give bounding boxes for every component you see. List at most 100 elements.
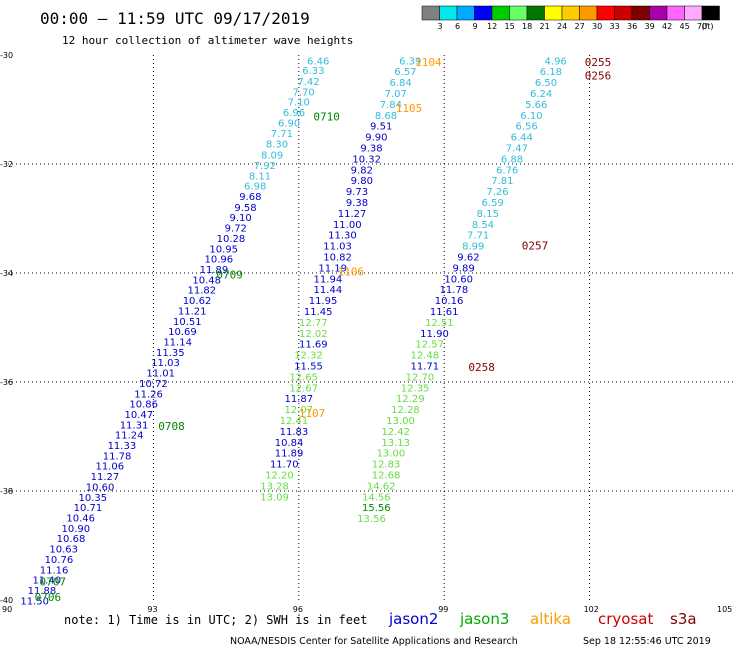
- swh-value-label: 11.06: [95, 462, 124, 473]
- swh-value-label: 10.84: [275, 438, 304, 449]
- colorbar-label: 36: [627, 22, 637, 31]
- time-label: 0256: [585, 70, 612, 83]
- swh-value-label: 13.28: [260, 481, 289, 492]
- swh-value-label: 13.00: [386, 416, 415, 427]
- swh-value-label: 9.38: [360, 143, 382, 154]
- swh-value-label: 11.27: [91, 472, 120, 483]
- swh-value-label: 11.87: [284, 394, 313, 405]
- colorbar-label: 27: [575, 22, 585, 31]
- time-label: 0257: [522, 240, 549, 253]
- swh-value-label: 12.68: [372, 470, 401, 481]
- footer-credit: NOAA/NESDIS Center for Satellite Applica…: [230, 636, 518, 647]
- swh-value-label: 11.50: [20, 596, 49, 607]
- swh-value-label: 11.70: [270, 460, 299, 471]
- swh-value-label: 11.89: [275, 449, 304, 460]
- swh-value-label: 8.30: [266, 140, 288, 151]
- swh-value-label: 11.71: [410, 361, 439, 372]
- grid: [8, 55, 735, 600]
- swh-value-label: 14.56: [362, 492, 391, 503]
- swh-value-label: 11.40: [32, 576, 61, 587]
- y-tick-label: -36: [0, 378, 13, 387]
- x-tick-label: 99: [438, 605, 448, 614]
- swh-value-label: 11.01: [146, 369, 175, 380]
- x-tick-label: 96: [293, 605, 303, 614]
- legend-entry: jason3: [459, 610, 509, 628]
- swh-value-label: 10.96: [205, 255, 234, 266]
- colorbar-label: 9: [473, 22, 478, 31]
- swh-value-label: 10.76: [45, 555, 74, 566]
- x-tick-label: 90: [2, 605, 12, 614]
- time-label: 0707: [40, 575, 67, 588]
- colorbar-swatch: [579, 5, 598, 21]
- swh-value-label: 12.28: [391, 405, 420, 416]
- swh-value-label: 10.47: [125, 410, 154, 421]
- swh-value-label: 6.90: [278, 118, 300, 129]
- x-tick-label: 105: [717, 605, 732, 614]
- swh-value-label: 9.68: [239, 192, 261, 203]
- colorbar-unit: (ft): [702, 22, 714, 31]
- swh-value-label: 10.32: [352, 154, 381, 165]
- swh-value-label: 12.77: [299, 318, 328, 329]
- swh-value-label: 7.07: [385, 89, 407, 100]
- swh-value-label: 9.82: [351, 165, 373, 176]
- swh-value-label: 8.68: [375, 111, 397, 122]
- swh-value-label: 6.24: [530, 89, 552, 100]
- swh-value-label: 10.69: [168, 327, 197, 338]
- swh-value-label: 11.33: [108, 441, 137, 452]
- swh-value-label: 10.63: [49, 545, 78, 556]
- colorbar-swatch: [544, 5, 563, 21]
- swh-value-label: 11.24: [115, 431, 144, 442]
- swh-value-label: 6.76: [496, 165, 518, 176]
- y-tick-label: -32: [0, 160, 13, 169]
- swh-value-label: 14.62: [367, 481, 396, 492]
- legend: jason2 jason3 altika cryosat s3a: [388, 610, 697, 628]
- colorbar-swatch: [666, 5, 685, 21]
- swh-value-label: 9.72: [225, 224, 247, 235]
- colorbar-label: 45: [680, 22, 690, 31]
- swh-value-label: 12.48: [410, 351, 439, 362]
- swh-value-label: 8.11: [249, 171, 271, 182]
- swh-value-label: 9.73: [346, 187, 368, 198]
- colorbar-label: 30: [592, 22, 602, 31]
- swh-value-label: 6.57: [394, 67, 416, 78]
- colorbar-swatch: [561, 5, 580, 21]
- swh-value-label: 5.66: [525, 100, 547, 111]
- time-label: 0258: [468, 361, 495, 374]
- swh-value-label: 9.90: [365, 133, 387, 144]
- swh-value-label: 8.99: [462, 242, 484, 253]
- swh-value-label: 11.61: [430, 307, 459, 318]
- swh-value-label: 12.42: [381, 427, 410, 438]
- time-label: 1106: [338, 266, 365, 279]
- time-label: 0255: [585, 56, 612, 69]
- swh-value-label: 11.03: [151, 358, 180, 369]
- swh-value-label: 12.57: [415, 340, 444, 351]
- swh-value-label: 11.44: [314, 285, 343, 296]
- swh-value-label: 9.51: [370, 122, 392, 133]
- swh-value-label: 10.35: [78, 493, 107, 504]
- colorbar-swatch: [684, 5, 703, 21]
- colorbar-swatch: [509, 5, 528, 21]
- swh-value-label: 10.72: [139, 379, 168, 390]
- chart-title: 00:00 – 11:59 UTC 09/17/2019: [40, 9, 310, 28]
- swh-value-label: 11.95: [309, 296, 338, 307]
- swh-value-label: 11.88: [28, 586, 57, 597]
- swh-value-label: 8.09: [261, 151, 283, 162]
- colorbar-label: 12: [487, 22, 497, 31]
- swh-value-label: 10.48: [192, 275, 221, 286]
- swh-value-label: 10.16: [435, 296, 464, 307]
- swh-value-label: 9.58: [234, 203, 256, 214]
- swh-value-label: 12.83: [372, 460, 401, 471]
- swh-value-label: 11.00: [333, 220, 362, 231]
- colorbar-label: 70: [697, 22, 707, 31]
- swh-value-label: 13.13: [381, 438, 410, 449]
- legend-entry: altika: [530, 610, 571, 628]
- swh-value-label: 12.41: [280, 416, 309, 427]
- swh-value-label: 11.45: [304, 307, 333, 318]
- swh-value-label: 7.81: [491, 176, 513, 187]
- colorbar-label: 3: [438, 22, 443, 31]
- swh-value-label: 6.59: [482, 198, 504, 209]
- swh-value-label: 8.54: [472, 220, 494, 231]
- time-label: 0709: [216, 268, 243, 281]
- colorbar-label: 33: [610, 22, 620, 31]
